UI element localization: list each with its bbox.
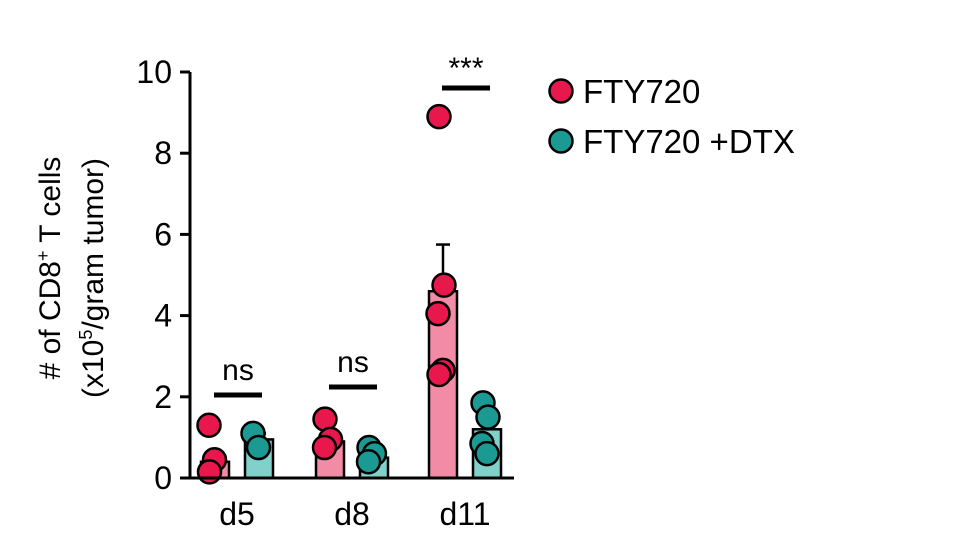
data-point-fty720-dtx-d11 <box>475 404 501 430</box>
legend-marker-fty720-dtx <box>548 128 574 154</box>
y-label2-part1: (x10 <box>77 340 110 398</box>
x-tick-labels: d5 d8 d11 <box>219 496 490 532</box>
legend-item-fty720: FTY720 <box>548 73 700 110</box>
y-axis-label: # of CD8+ T cells <box>33 157 67 380</box>
significance-label: *** <box>448 52 483 85</box>
y-tick-label: 6 <box>154 216 172 252</box>
data-point-fty720-d11 <box>425 300 451 327</box>
y-tick-label: 0 <box>154 460 172 496</box>
data-point-fty720-dtx-d5 <box>245 434 272 461</box>
data-point-fty720-dtx-d8 <box>355 449 382 475</box>
data-point-fty720-d8 <box>311 434 338 461</box>
y-label-sup: + <box>33 251 53 262</box>
significance-label: ns <box>222 354 254 387</box>
legend-label-fty720: FTY720 <box>583 73 700 110</box>
y-tick-label: 4 <box>154 298 172 334</box>
significance-label: ns <box>337 346 369 379</box>
x-tick-label: d5 <box>219 496 255 532</box>
y-tick-label: 8 <box>154 135 172 171</box>
y-label2-sup: 5 <box>76 330 96 340</box>
data-point-fty720-dtx-d11 <box>474 440 500 467</box>
legend-marker-fty720 <box>548 78 574 104</box>
axes: 0 2 4 6 8 10 d5 d8 d11 <box>136 54 514 532</box>
legend: FTY720 FTY720 +DTX <box>548 73 795 160</box>
data-point-fty720-d11 <box>426 361 452 388</box>
data-point-fty720-d11 <box>426 103 452 130</box>
data-point-fty720-d5 <box>196 459 223 485</box>
points-layer <box>196 103 501 485</box>
y-tick-label: 10 <box>136 54 172 90</box>
legend-label-fty720-dtx: FTY720 +DTX <box>583 123 795 160</box>
y-axis-label-2: (x105/gram tumor) <box>76 158 110 398</box>
significance-layer: ns ns *** <box>214 52 490 398</box>
x-tick-label: d11 <box>439 496 490 532</box>
data-point-fty720-d11 <box>431 272 457 298</box>
y-tick-label: 2 <box>154 379 172 415</box>
x-tick-label: d8 <box>334 496 370 532</box>
legend-item-fty720-dtx: FTY720 +DTX <box>548 123 795 160</box>
y-label-part2: T cells <box>34 157 67 251</box>
y-axis-label-line1: # of CD8+ T cells <box>33 157 67 380</box>
y-label2-part2: /gram tumor) <box>77 158 110 330</box>
y-label-part1: # of CD8 <box>34 261 67 379</box>
y-ticks: 0 2 4 6 8 10 <box>136 54 190 496</box>
data-point-fty720-d5 <box>196 412 222 438</box>
